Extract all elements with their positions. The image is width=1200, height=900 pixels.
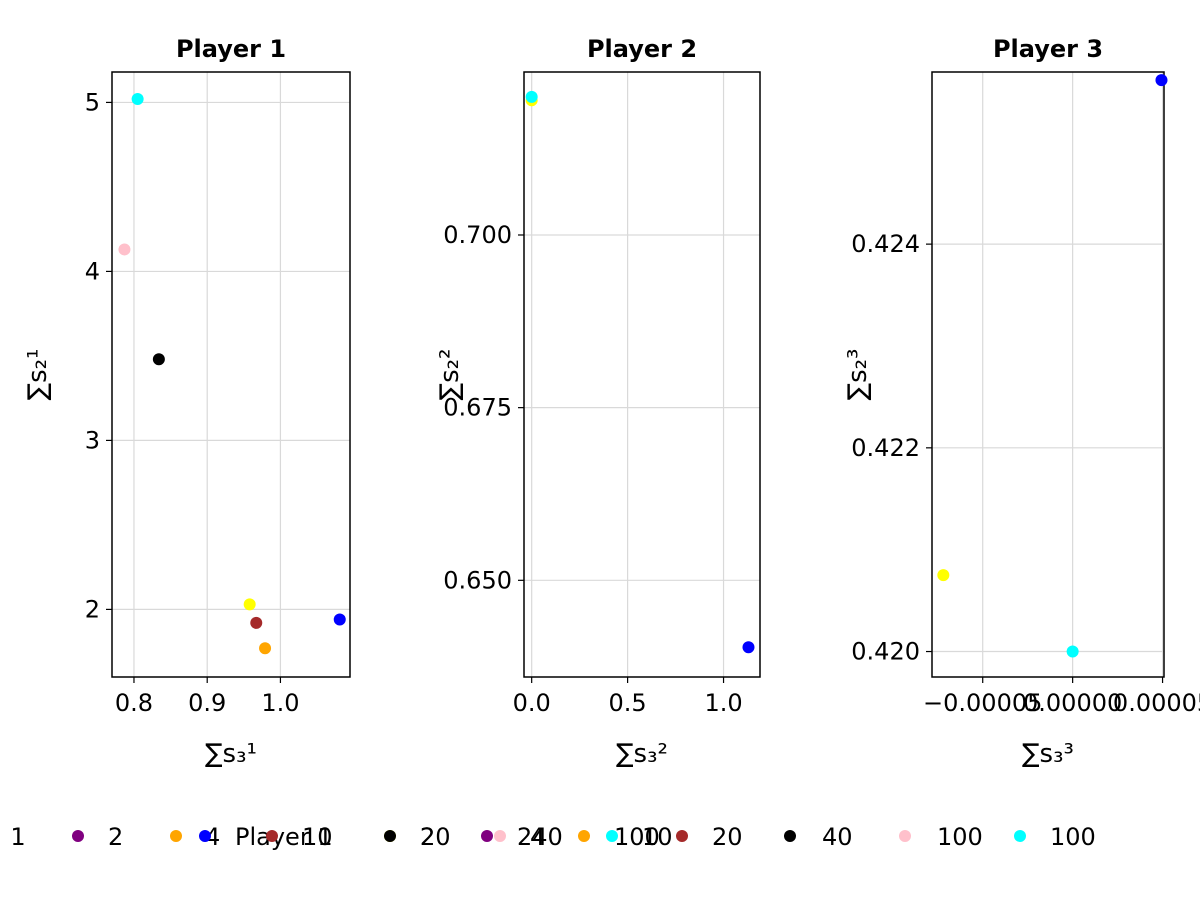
legend-label: 4 <box>205 823 220 851</box>
x-tick-label: 0.00005 <box>1113 689 1200 717</box>
panel-title: Player 1 <box>176 35 286 63</box>
y-tick-label: 0.675 <box>443 394 512 422</box>
data-point <box>742 641 755 654</box>
legend-marker <box>266 830 278 842</box>
y-tick-label: 2 <box>85 595 100 623</box>
legend-entry: 4 <box>494 823 545 851</box>
y-tick-label: 5 <box>85 88 100 116</box>
panel-player-1: 0.8 0.9 1.0 2 3 4 5 Player 1 ∑s₃¹ ∑s₂¹ <box>23 35 351 769</box>
legend-label: 100 <box>1050 823 1096 851</box>
legend-marker <box>170 830 182 842</box>
data-point <box>525 90 538 103</box>
y-axis-label: ∑s₂³ <box>843 349 873 401</box>
legend-marker <box>606 830 618 842</box>
legend-label: 100 <box>937 823 983 851</box>
data-point <box>937 569 950 582</box>
y-axis-label: ∑s₂¹ <box>23 349 53 401</box>
legend-marker <box>676 830 688 842</box>
plot-frame <box>523 71 761 678</box>
x-tick-label: 0.8 <box>115 689 153 717</box>
x-axis-label: ∑s₃³ <box>1022 739 1074 769</box>
legend-marker <box>784 830 796 842</box>
y-tick-label: 0.420 <box>851 638 920 666</box>
legend-entry: 100 <box>578 823 660 851</box>
legend-entry: Player 1 <box>199 823 333 851</box>
legend-entry: 20 <box>676 823 743 851</box>
legend-entry: 10 <box>266 823 333 851</box>
legend-label: 2 <box>108 823 123 851</box>
legend-entry: 4 <box>170 823 220 851</box>
legend-marker <box>481 830 493 842</box>
legend-label: 1 <box>10 823 25 851</box>
data-point <box>333 613 346 626</box>
legend-marker <box>1014 830 1026 842</box>
x-tick-label: 0.00000 <box>1023 689 1122 717</box>
data-point <box>152 353 165 366</box>
legend-label: 2 <box>420 823 435 851</box>
y-tick-label: 0.422 <box>851 434 920 462</box>
x-tick-label: 1.0 <box>704 689 742 717</box>
x-tick-label: −0.00005 <box>923 689 1042 717</box>
legend-entry: 2 <box>72 823 123 851</box>
y-axis-label: ∑s₂² <box>435 349 465 401</box>
legend-entry: 100 <box>899 823 983 851</box>
legend-marker <box>899 830 911 842</box>
legend-label: 240 <box>517 823 563 851</box>
legend-label: Player 1 <box>235 823 333 851</box>
data-point <box>131 93 144 106</box>
y-tick-label: 0.700 <box>443 221 512 249</box>
x-tick-label: 0.9 <box>188 689 226 717</box>
y-tick-label: 3 <box>85 426 100 454</box>
y-tick-label: 4 <box>85 257 100 285</box>
panel-title: Player 2 <box>587 35 697 63</box>
legend-label: 40 <box>822 823 853 851</box>
plot-frame <box>931 71 1165 678</box>
plot-frame <box>111 71 351 678</box>
legend-marker <box>199 830 211 842</box>
legend-label: 4 <box>530 823 545 851</box>
legend-label: 20 <box>420 823 451 851</box>
legend-entry: 240 <box>481 823 563 851</box>
y-tick-label: 0.650 <box>443 566 512 594</box>
data-point <box>1155 74 1168 87</box>
data-point <box>259 642 272 655</box>
legend-label: 100 <box>614 823 660 851</box>
x-axis-label: ∑s₃¹ <box>205 739 257 769</box>
legend-entry: 40 <box>784 823 853 851</box>
legend-marker <box>72 830 84 842</box>
data-point <box>1066 645 1079 658</box>
panel-player-2: 0.0 0.5 1.0 0.650 0.675 0.700 Player 2 ∑s₃² ∑s₂² <box>435 35 761 769</box>
legend-label: 10 <box>302 823 333 851</box>
legend-entry: 1 <box>10 823 25 851</box>
legend-marker <box>384 830 396 842</box>
x-axis-label: ∑s₃² <box>616 739 668 769</box>
data-point <box>250 616 263 629</box>
legend-label: 20 <box>712 823 743 851</box>
legend-entry: 2 <box>384 823 435 851</box>
data-point <box>243 598 256 611</box>
x-tick-label: 0.0 <box>513 689 551 717</box>
legend-label: 10 <box>642 823 673 851</box>
x-tick-label: 1.0 <box>261 689 299 717</box>
legend-entry: 10 <box>606 823 673 851</box>
legend-marker <box>494 830 506 842</box>
y-tick-label: 0.424 <box>851 230 920 258</box>
data-point <box>118 243 131 256</box>
panel-title: Player 3 <box>993 35 1103 63</box>
legend-marker <box>578 830 590 842</box>
x-tick-label: 0.5 <box>609 689 647 717</box>
